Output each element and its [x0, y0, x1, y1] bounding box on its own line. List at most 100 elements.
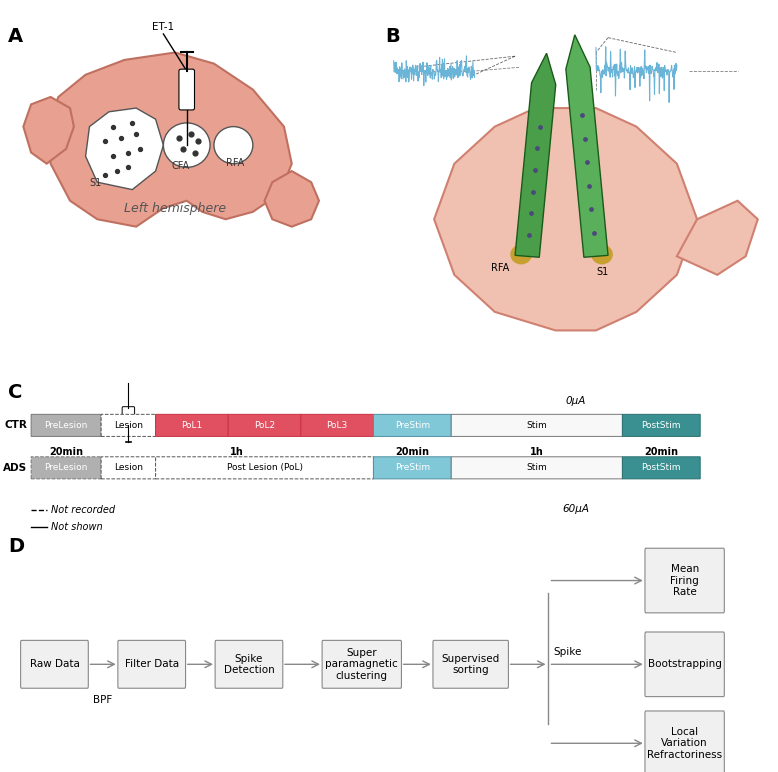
- Text: Super
paramagnetic
clustering: Super paramagnetic clustering: [325, 648, 398, 681]
- FancyBboxPatch shape: [20, 641, 88, 689]
- Point: [130, 128, 142, 141]
- Point: [122, 161, 135, 174]
- Polygon shape: [434, 108, 697, 330]
- Text: PreStim: PreStim: [394, 421, 430, 430]
- Polygon shape: [47, 52, 292, 227]
- Text: Not shown: Not shown: [51, 523, 102, 532]
- Text: PostStim: PostStim: [642, 421, 681, 430]
- Text: BPF: BPF: [93, 696, 112, 705]
- Text: PoL1: PoL1: [181, 421, 202, 430]
- Text: B: B: [386, 26, 401, 46]
- Polygon shape: [86, 108, 163, 190]
- Text: Lesion: Lesion: [114, 463, 143, 472]
- FancyBboxPatch shape: [301, 415, 373, 436]
- FancyBboxPatch shape: [451, 415, 622, 436]
- Point: [580, 156, 593, 168]
- Text: 1h: 1h: [230, 446, 244, 456]
- Polygon shape: [23, 97, 74, 164]
- Polygon shape: [677, 201, 758, 275]
- Text: A: A: [8, 26, 23, 46]
- Circle shape: [163, 123, 210, 168]
- Text: 20min: 20min: [644, 446, 678, 456]
- FancyBboxPatch shape: [118, 641, 186, 689]
- Text: PoL3: PoL3: [327, 421, 348, 430]
- Polygon shape: [265, 171, 319, 227]
- Text: PreLesion: PreLesion: [44, 421, 88, 430]
- Text: Stim: Stim: [527, 463, 547, 472]
- Text: Supervised
sorting: Supervised sorting: [442, 654, 499, 675]
- FancyBboxPatch shape: [215, 641, 282, 689]
- Point: [184, 128, 197, 141]
- Text: Mean
Firing
Rate: Mean Firing Rate: [671, 564, 699, 598]
- Text: D: D: [8, 537, 24, 557]
- Text: Spike: Spike: [554, 647, 582, 657]
- FancyBboxPatch shape: [101, 457, 156, 479]
- Text: PreStim: PreStim: [394, 463, 430, 472]
- FancyBboxPatch shape: [645, 548, 724, 613]
- FancyBboxPatch shape: [622, 415, 700, 436]
- FancyBboxPatch shape: [101, 415, 156, 436]
- Text: Stim: Stim: [527, 421, 547, 430]
- Point: [525, 207, 538, 219]
- Text: 60μA: 60μA: [562, 504, 589, 514]
- Text: C: C: [8, 383, 22, 402]
- FancyBboxPatch shape: [645, 711, 724, 772]
- Polygon shape: [515, 53, 555, 257]
- Text: PreLesion: PreLesion: [44, 463, 88, 472]
- Text: Left hemisphere: Left hemisphere: [124, 201, 226, 215]
- Text: Filter Data: Filter Data: [124, 659, 179, 669]
- Text: Spike
Detection: Spike Detection: [223, 654, 275, 675]
- Text: CTR: CTR: [5, 421, 27, 430]
- Point: [576, 109, 589, 121]
- Text: 20min: 20min: [49, 446, 83, 456]
- FancyBboxPatch shape: [622, 457, 700, 479]
- Point: [107, 150, 119, 162]
- Point: [192, 135, 205, 147]
- Point: [122, 147, 135, 159]
- Circle shape: [592, 245, 612, 264]
- Point: [110, 165, 123, 178]
- Text: Not recorded: Not recorded: [51, 506, 114, 515]
- Text: Raw Data: Raw Data: [30, 659, 79, 669]
- Text: 0μA: 0μA: [566, 396, 586, 406]
- Point: [114, 131, 127, 144]
- Point: [177, 143, 189, 155]
- Point: [579, 133, 591, 145]
- Circle shape: [511, 245, 531, 264]
- FancyBboxPatch shape: [156, 415, 228, 436]
- Text: Lesion: Lesion: [114, 421, 143, 430]
- Text: 1h: 1h: [530, 446, 544, 456]
- Text: S1: S1: [596, 267, 608, 277]
- Point: [583, 180, 595, 192]
- FancyBboxPatch shape: [31, 457, 101, 479]
- Point: [99, 135, 111, 147]
- Point: [531, 142, 544, 154]
- Text: CFA: CFA: [171, 161, 189, 171]
- Point: [188, 147, 201, 159]
- FancyBboxPatch shape: [433, 641, 508, 689]
- FancyBboxPatch shape: [322, 641, 401, 689]
- Point: [523, 229, 535, 241]
- Text: ET-1: ET-1: [152, 22, 173, 32]
- Circle shape: [214, 127, 253, 164]
- Point: [134, 143, 146, 155]
- Text: RFA: RFA: [226, 157, 244, 168]
- Text: Local
Variation
Refractoriness: Local Variation Refractoriness: [647, 726, 722, 760]
- FancyBboxPatch shape: [451, 457, 622, 479]
- Text: 20min: 20min: [395, 446, 429, 456]
- FancyBboxPatch shape: [122, 407, 135, 427]
- Point: [527, 185, 540, 198]
- Polygon shape: [566, 35, 608, 257]
- FancyBboxPatch shape: [373, 415, 451, 436]
- FancyBboxPatch shape: [156, 457, 373, 479]
- Text: RFA: RFA: [491, 263, 509, 273]
- Point: [587, 227, 600, 239]
- Text: PoL2: PoL2: [254, 421, 275, 430]
- Point: [533, 120, 545, 133]
- Text: Post Lesion (PoL): Post Lesion (PoL): [226, 463, 303, 472]
- Text: PostStim: PostStim: [642, 463, 681, 472]
- FancyBboxPatch shape: [228, 415, 301, 436]
- Point: [99, 168, 111, 181]
- Point: [585, 203, 598, 215]
- FancyBboxPatch shape: [179, 69, 194, 110]
